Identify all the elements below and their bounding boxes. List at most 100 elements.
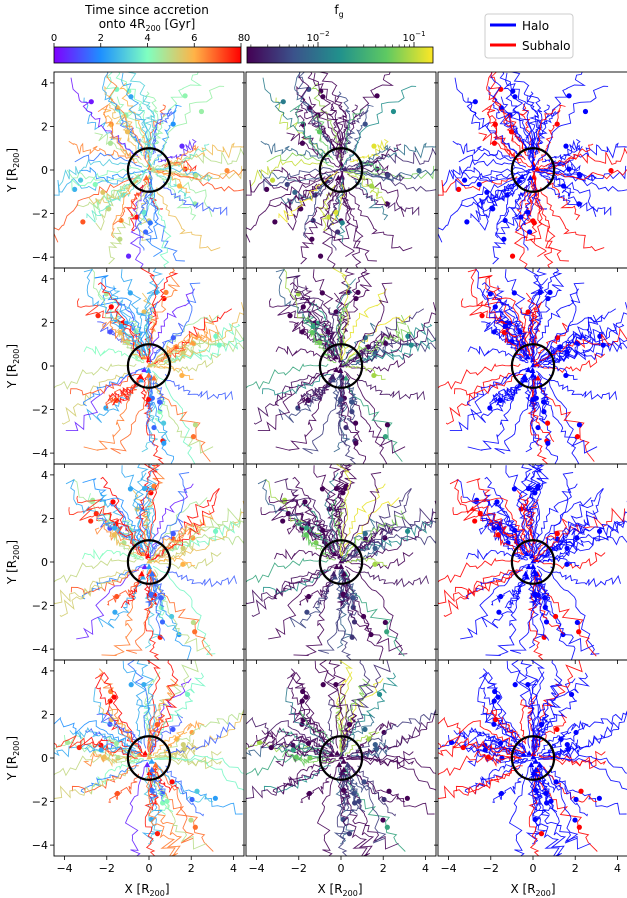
x-tick-label: −2 (483, 862, 499, 875)
trajectory-marker (299, 329, 305, 335)
trajectory-marker (156, 399, 163, 405)
trajectory (94, 275, 147, 356)
trajectory (531, 713, 550, 751)
trajectory-end-triangle (150, 165, 157, 172)
trajectory (331, 183, 346, 226)
trajectory (328, 188, 343, 251)
trajectory-marker (190, 434, 197, 440)
trajectory-marker (282, 497, 288, 503)
trajectory (71, 765, 139, 793)
trajectory (345, 766, 371, 793)
trajectory-end-triangle (146, 161, 153, 167)
trajectory-end-triangle (328, 751, 335, 757)
trajectory-marker (355, 289, 361, 295)
trajectory-end-triangle (342, 165, 349, 172)
trajectory-marker (317, 253, 324, 259)
r200-circle (126, 147, 172, 193)
trajectory (145, 379, 171, 443)
trajectory-marker (333, 485, 340, 492)
trajectory (340, 170, 377, 262)
trajectory-marker (302, 499, 308, 505)
trajectory-marker (371, 372, 377, 379)
trajectory (129, 320, 145, 358)
trajectory (155, 579, 167, 620)
trajectory-marker (161, 440, 167, 446)
trajectory (262, 569, 331, 595)
trajectory (251, 569, 326, 617)
trajectory (164, 374, 234, 401)
trajectory-end-triangle (336, 761, 343, 768)
trajectory-end-triangle (150, 374, 157, 381)
trajectory (357, 765, 396, 817)
trajectory (151, 188, 172, 268)
trajectory-marker (303, 532, 309, 538)
trajectory-marker (285, 511, 291, 517)
trajectory-marker (491, 698, 497, 704)
trajectory-marker (90, 497, 96, 503)
trajectory-marker (349, 634, 355, 640)
trajectory (275, 372, 335, 451)
trajectory (539, 143, 594, 172)
trajectory-marker (372, 545, 378, 551)
trajectory-marker (564, 561, 570, 567)
trajectory-marker (351, 619, 358, 625)
trajectory (163, 719, 205, 754)
trajectory (106, 710, 142, 744)
trajectory (263, 765, 331, 793)
trajectory-marker (128, 94, 134, 100)
colorbar-time-label-line2: onto 4R200 [Gyr] (99, 17, 196, 33)
trajectory (342, 488, 412, 561)
trajectory (94, 523, 143, 555)
trajectory-marker (306, 790, 313, 797)
trajectory-marker (563, 143, 569, 149)
trajectory (354, 181, 420, 216)
trajectory (289, 103, 330, 164)
trajectory (144, 572, 158, 605)
trajectory (490, 710, 526, 744)
trajectory-marker (111, 532, 117, 538)
trajectory-marker (170, 121, 176, 127)
trajectory-marker (309, 329, 316, 336)
trajectory-marker (362, 726, 368, 732)
trajectory (110, 179, 139, 239)
panel-r3-c2 (242, 463, 437, 664)
trajectory (531, 301, 543, 349)
trajectory (468, 727, 516, 757)
y-tick-label: 0 (41, 164, 48, 177)
trajectory (537, 108, 556, 153)
y-tick-label: −4 (32, 839, 48, 852)
trajectory (519, 699, 529, 745)
trajectory (538, 672, 590, 746)
trajectory-marker (280, 518, 286, 524)
trajectory (533, 302, 627, 367)
trajectory-marker (482, 747, 488, 753)
trajectory (337, 171, 355, 257)
trajectory (467, 372, 527, 451)
trajectory (149, 325, 220, 366)
trajectory (527, 278, 549, 353)
trajectory (54, 173, 142, 243)
trajectory (152, 565, 216, 655)
trajectory (275, 346, 337, 362)
trajectory-marker (117, 329, 124, 336)
trajectory (523, 268, 542, 360)
trajectory (139, 268, 158, 360)
trajectory (492, 180, 531, 265)
trajectory-marker (290, 747, 296, 753)
trajectory-marker (128, 682, 134, 688)
trajectory (159, 766, 214, 803)
trajectory (532, 510, 598, 562)
trajectory-marker (194, 788, 200, 794)
trajectory (438, 173, 526, 243)
trajectory-marker (538, 722, 545, 728)
trajectory-end-triangle (137, 376, 144, 383)
trajectory-marker (72, 186, 78, 192)
x-tick-label: −4 (440, 862, 456, 875)
trajectory-marker (77, 177, 84, 183)
trajectory (80, 759, 148, 793)
panel-r3-c3 (434, 463, 627, 664)
trajectory (546, 181, 612, 216)
trajectory-marker (596, 528, 603, 534)
trajectory-marker (113, 740, 120, 746)
trajectory-marker (326, 214, 332, 220)
